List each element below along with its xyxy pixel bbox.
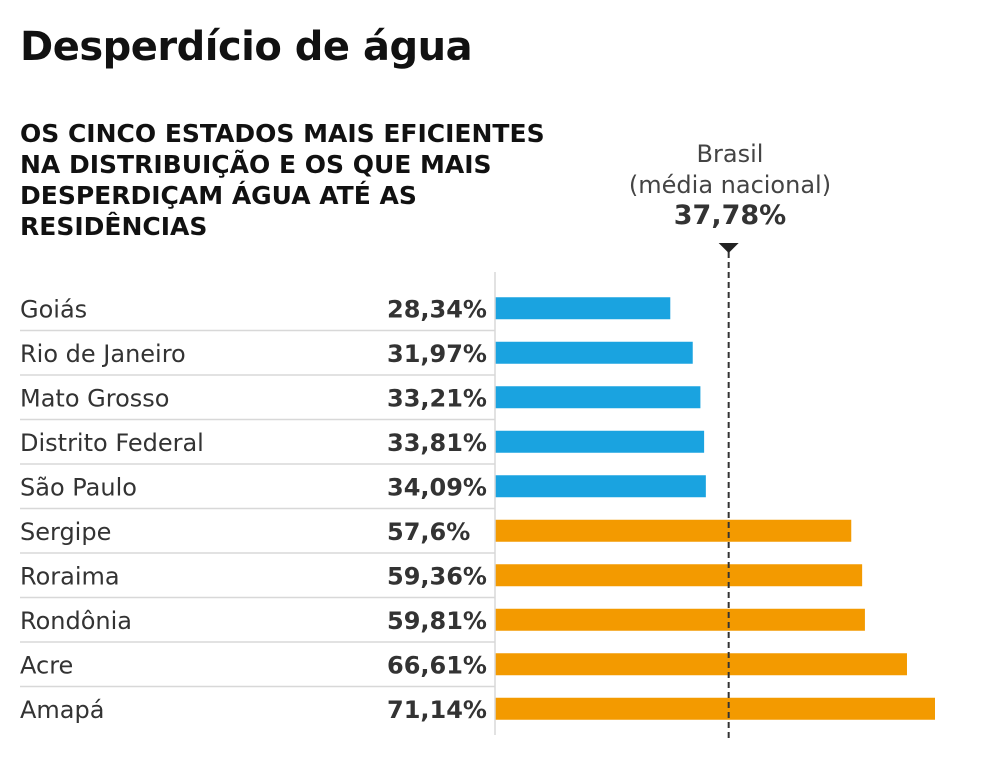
data-label: 34,09% — [387, 473, 487, 501]
data-label: 31,97% — [387, 340, 487, 368]
bar — [495, 386, 701, 409]
bar — [495, 697, 935, 720]
category-label: Amapá — [20, 696, 104, 724]
bar — [495, 653, 907, 676]
chart-title: Desperdício de água — [20, 24, 473, 70]
category-label: São Paulo — [20, 473, 137, 501]
category-label: Sergipe — [20, 518, 111, 546]
category-label: Goiás — [20, 295, 87, 323]
data-label: 33,81% — [387, 429, 487, 457]
bar — [495, 519, 852, 542]
bar — [495, 430, 705, 453]
category-label: Distrito Federal — [20, 429, 204, 457]
category-label: Acre — [20, 651, 73, 679]
bar — [495, 297, 671, 320]
reference-marker-triangle — [718, 243, 739, 253]
category-label: Rondônia — [20, 607, 132, 635]
data-label: 57,6% — [387, 518, 470, 546]
category-label: Rio de Janeiro — [20, 340, 186, 368]
data-label: 59,36% — [387, 562, 487, 590]
category-label: Roraima — [20, 562, 120, 590]
data-label: 71,14% — [387, 696, 487, 724]
data-label: 33,21% — [387, 384, 487, 412]
reference-label-line2: (média nacional) — [628, 171, 832, 199]
chart-subtitle: OS CINCO ESTADOS MAIS EFICIENTES NA DIST… — [20, 119, 545, 241]
data-label: 66,61% — [387, 651, 487, 679]
bar — [495, 564, 863, 587]
reference-value-label: 37,78% — [673, 200, 787, 231]
bar — [495, 341, 693, 364]
data-label: 28,34% — [387, 295, 487, 323]
reference-label-line1: Brasil — [696, 140, 764, 168]
bar — [495, 608, 865, 631]
data-label: 59,81% — [387, 607, 487, 635]
category-label: Mato Grosso — [20, 384, 169, 412]
bar — [495, 475, 706, 498]
